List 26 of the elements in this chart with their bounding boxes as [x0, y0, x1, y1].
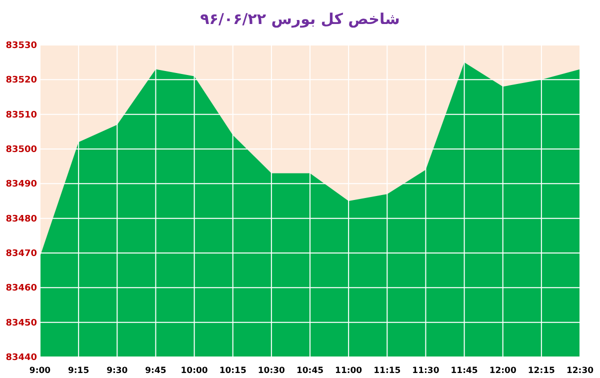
x-tick-label: 9:45	[145, 366, 166, 376]
x-tick-label: 12:00	[489, 366, 516, 376]
chart-title: شاخص کل بورس ۹۶/۰۶/۲۲	[200, 10, 400, 28]
y-tick-label: 83450	[6, 318, 37, 328]
x-tick-label: 10:15	[219, 366, 246, 376]
x-tick-label: 11:30	[412, 366, 440, 376]
y-tick-label: 83530	[6, 41, 37, 51]
y-tick-label: 83500	[6, 145, 37, 155]
y-tick-label: 83470	[6, 249, 37, 259]
x-tick-label: 9:15	[68, 366, 90, 376]
x-tick-label: 12:30	[566, 366, 594, 376]
x-tick-label: 9:00	[29, 366, 51, 376]
y-tick-label: 83510	[6, 110, 37, 120]
x-tick-label: 12:15	[528, 366, 556, 376]
x-tick-label: 10:45	[296, 366, 324, 376]
y-tick-label: 83520	[6, 76, 37, 86]
x-tick-label: 11:00	[335, 366, 362, 376]
x-tick-label: 10:00	[180, 366, 208, 376]
y-tick-label: 83480	[6, 214, 37, 224]
x-tick-label: 9:30	[106, 366, 128, 376]
y-tick-label: 83440	[6, 353, 37, 363]
y-tick-label: 83490	[6, 180, 37, 190]
x-tick-label: 10:30	[258, 366, 286, 376]
x-tick-label: 11:45	[450, 366, 478, 376]
y-tick-label: 83460	[6, 284, 37, 294]
x-tick-label: 11:15	[374, 366, 401, 376]
